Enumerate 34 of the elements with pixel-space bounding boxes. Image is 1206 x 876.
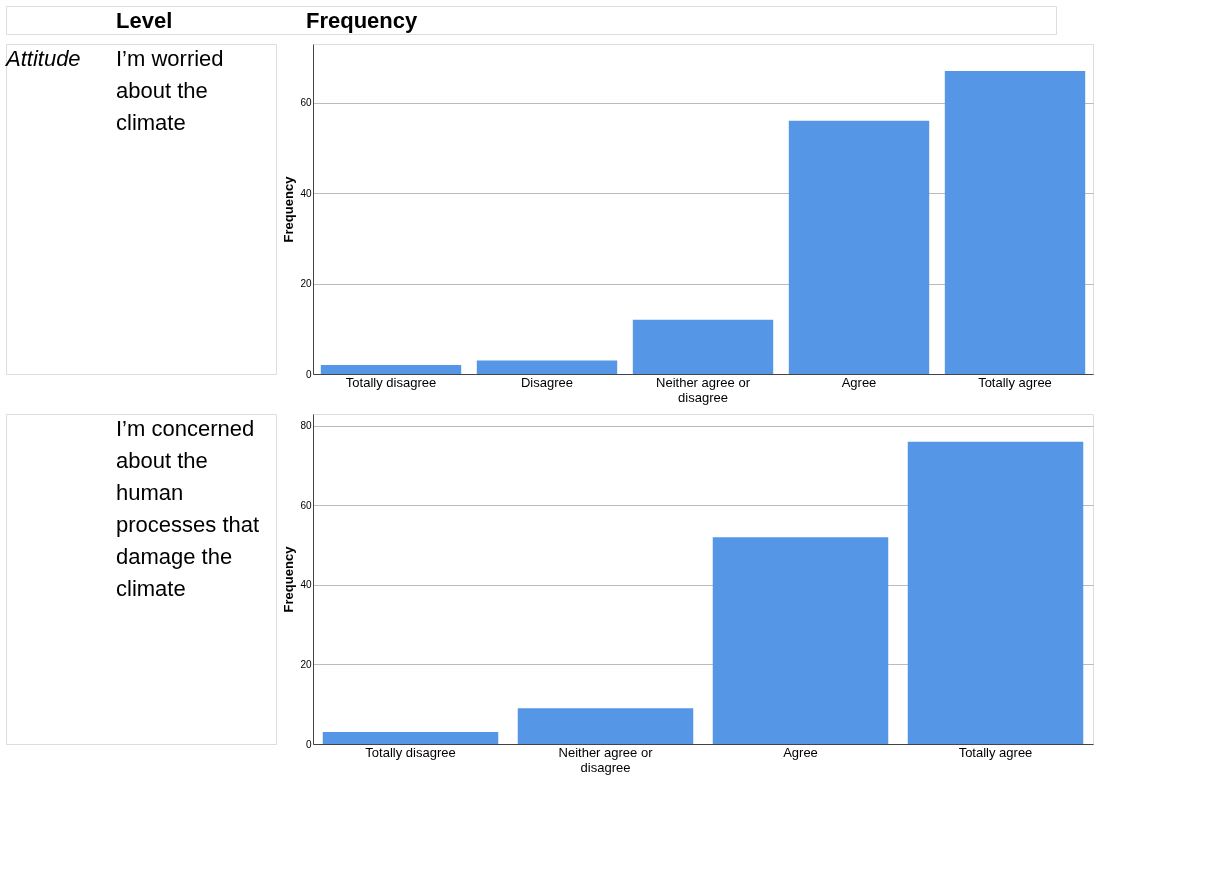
bar xyxy=(907,441,1084,744)
x-tick-label: Agree xyxy=(783,744,818,760)
text: Frequency xyxy=(281,175,297,243)
bar xyxy=(788,120,930,374)
y-tick-label: 60 xyxy=(300,499,312,511)
text: I’m worried about the climate xyxy=(116,46,224,135)
y-tick-label: 20 xyxy=(300,278,312,290)
y-axis-title: Frequency xyxy=(281,545,297,613)
x-tick-label: Disagree xyxy=(520,374,574,390)
x-tick-label: Neither agree or disagree xyxy=(656,374,751,405)
x-tick-label: Neither agree or disagree xyxy=(558,744,654,775)
bar xyxy=(322,732,499,744)
x-tick-label: Agree xyxy=(841,374,877,390)
text: I’m concerned about the human processes that damage the climate xyxy=(116,416,260,601)
y-tick-label: 60 xyxy=(300,97,312,109)
x-tick-label: Totally disagree xyxy=(365,744,456,760)
text: Level xyxy=(116,8,173,33)
y-tick-label: 40 xyxy=(300,187,312,199)
x-tick-label: Totally agree xyxy=(978,374,1052,390)
bar xyxy=(476,360,618,374)
bar xyxy=(944,71,1086,374)
x-tick-label: Totally agree xyxy=(958,744,1033,760)
bar xyxy=(712,537,889,744)
y-tick-label: 20 xyxy=(300,658,312,670)
bar xyxy=(320,364,462,374)
text: Attitude xyxy=(4,46,81,71)
y-tick-label: 0 xyxy=(305,368,312,380)
y-tick-label: 80 xyxy=(300,420,312,432)
bar xyxy=(517,708,694,744)
x-tick-label: Totally disagree xyxy=(345,374,437,390)
bar xyxy=(632,319,774,374)
y-tick-label: 40 xyxy=(300,579,312,591)
y-tick-label: 0 xyxy=(305,738,312,750)
y-axis-title: Frequency xyxy=(306,8,419,33)
